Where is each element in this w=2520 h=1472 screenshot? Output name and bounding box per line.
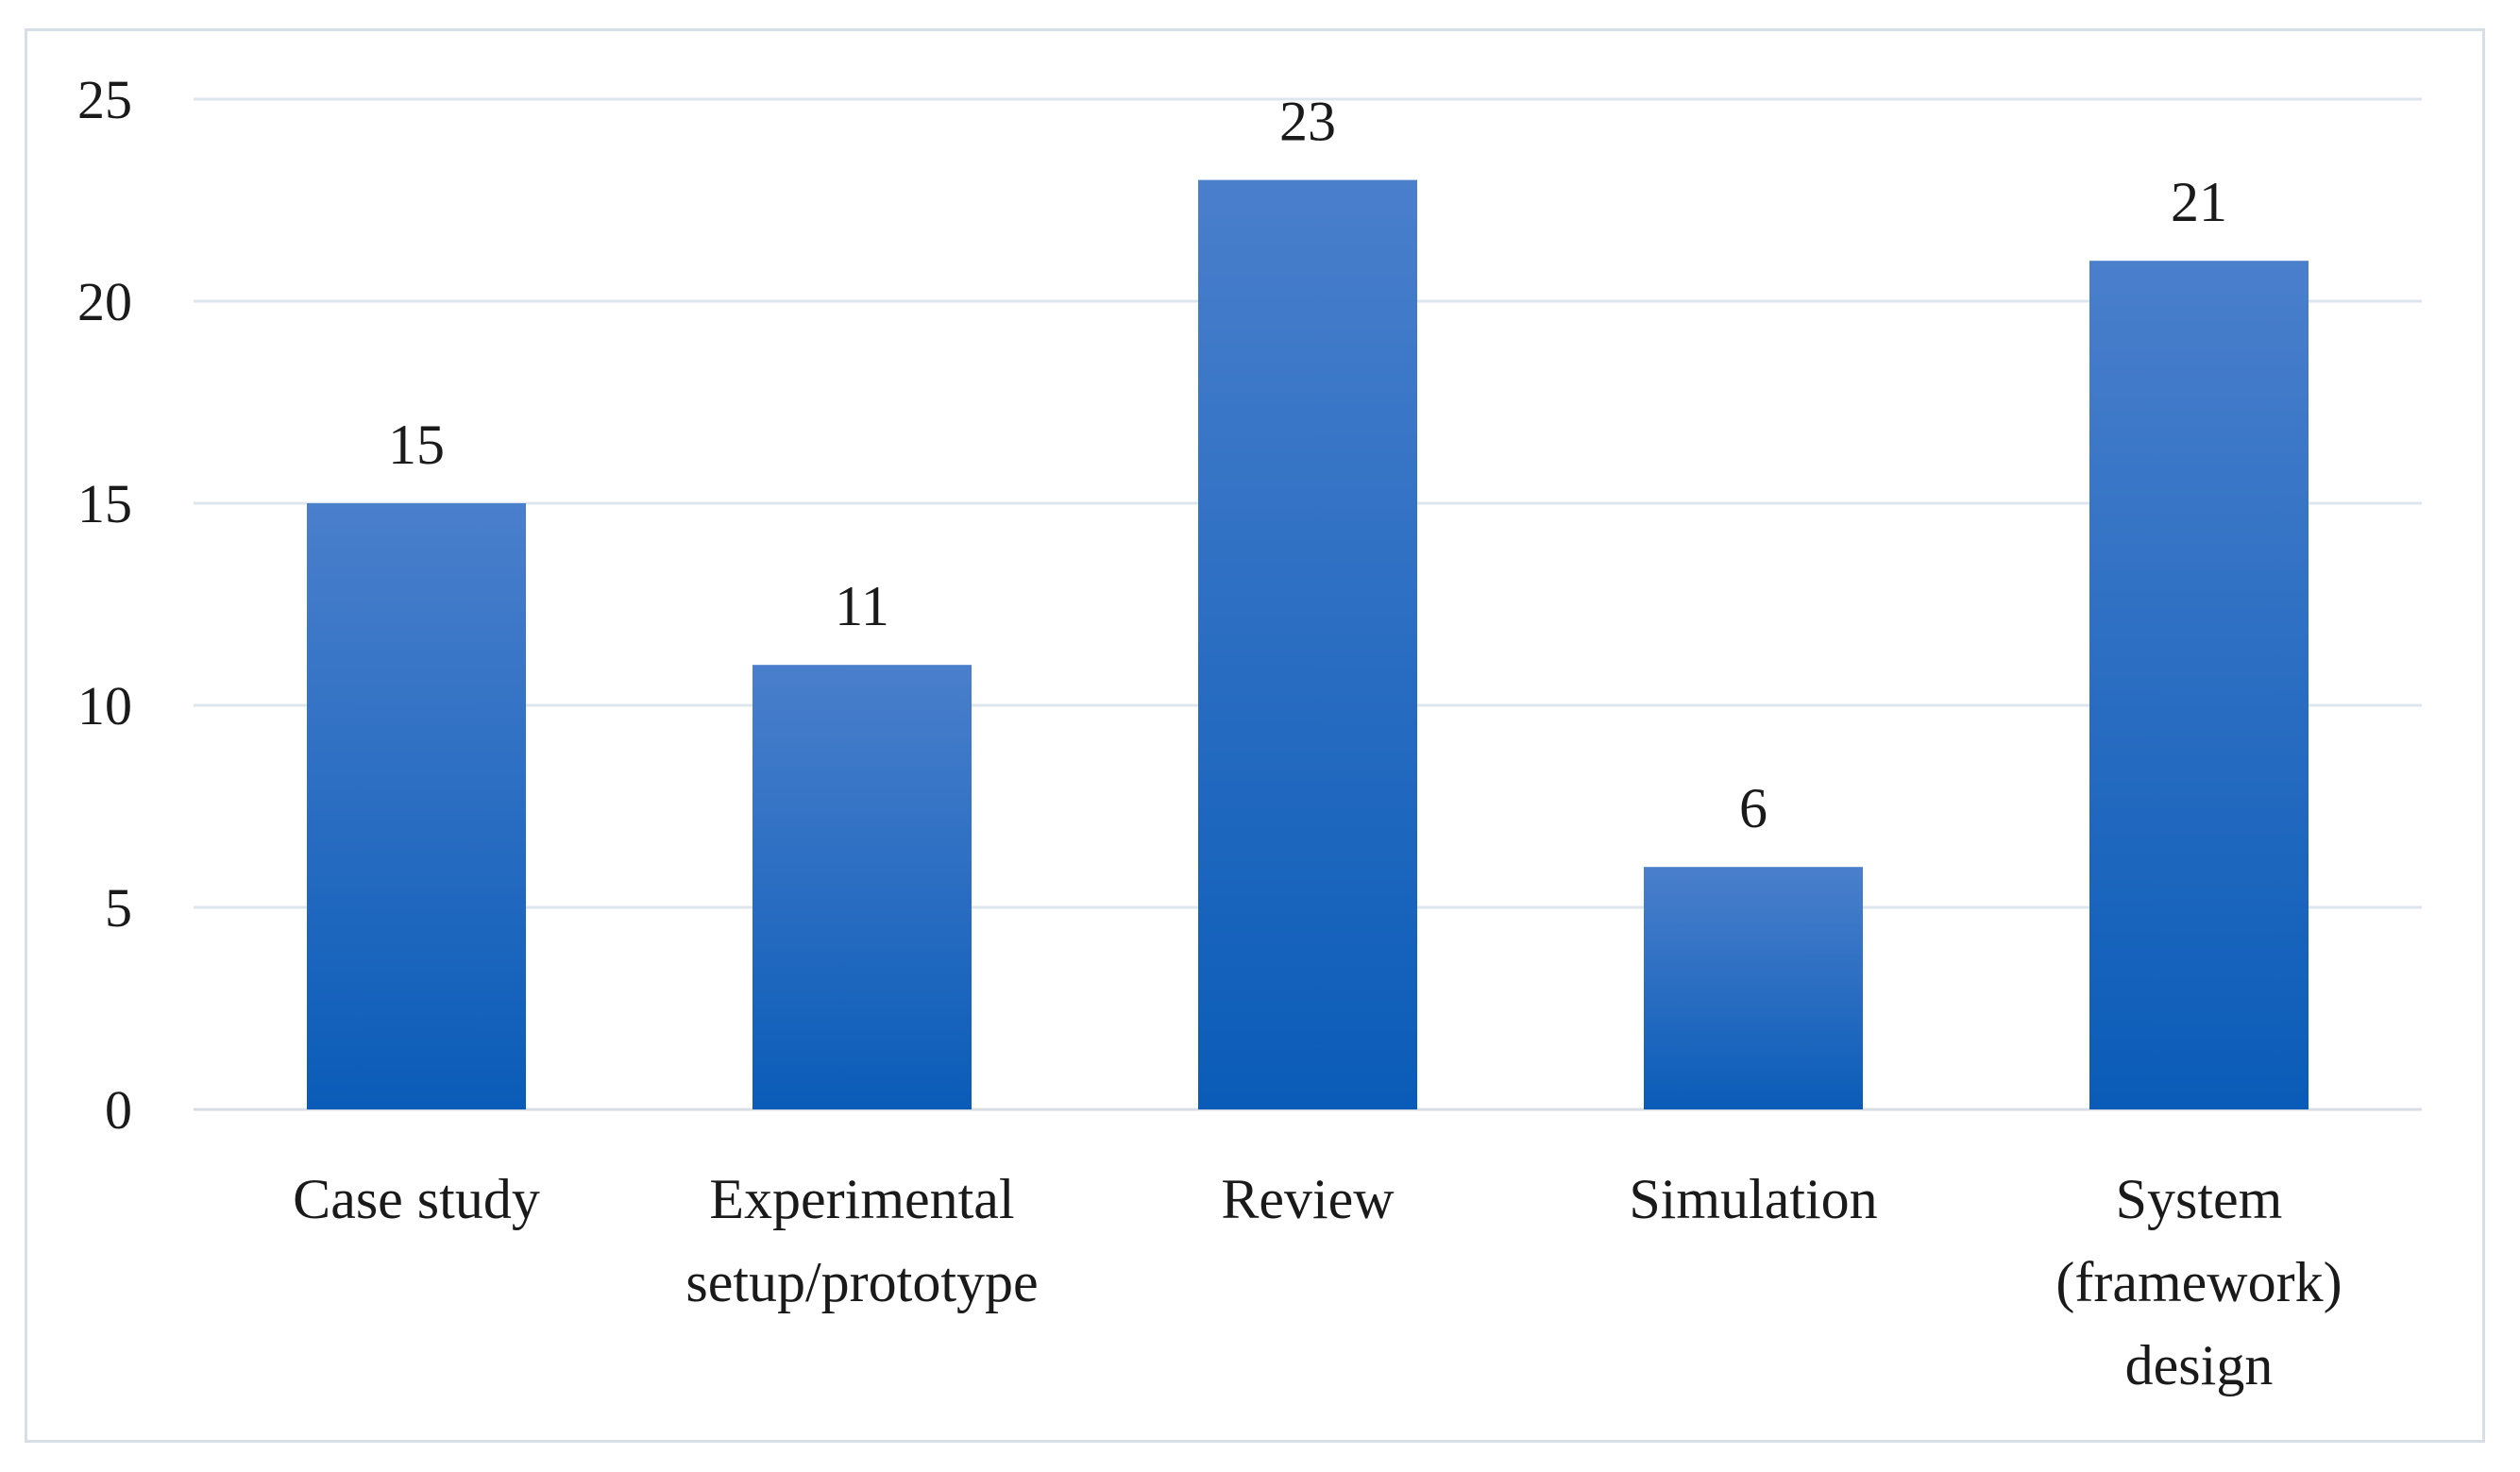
category-label-0: Case study bbox=[293, 1168, 540, 1230]
y-tick-label: 15 bbox=[77, 473, 132, 534]
category-label-3: Simulation bbox=[1629, 1168, 1877, 1230]
bar-4 bbox=[2089, 261, 2309, 1109]
category-label-2: Review bbox=[1221, 1168, 1395, 1230]
bar-3 bbox=[1644, 867, 1863, 1109]
data-label-1: 11 bbox=[835, 575, 889, 637]
y-tick-label: 20 bbox=[77, 271, 132, 332]
y-tick-label: 5 bbox=[105, 877, 132, 939]
y-axis-ticks: 0 5 10 15 20 25 bbox=[77, 69, 132, 1141]
data-label-3: 6 bbox=[1739, 777, 1767, 839]
bar-1 bbox=[753, 665, 972, 1109]
data-label-0: 15 bbox=[388, 414, 445, 476]
data-labels: 15 11 23 6 21 bbox=[388, 91, 2227, 840]
y-tick-label: 0 bbox=[105, 1079, 132, 1141]
y-tick-label: 10 bbox=[77, 675, 132, 736]
bar-2 bbox=[1198, 179, 1417, 1110]
bar-0 bbox=[307, 503, 526, 1109]
category-label-1: Experimental setup/prototype bbox=[685, 1168, 1038, 1313]
data-label-2: 23 bbox=[1279, 91, 1336, 153]
bars bbox=[307, 179, 2309, 1110]
category-labels: Case study Experimental setup/prototype Rev… bbox=[293, 1168, 2342, 1396]
y-tick-label: 25 bbox=[77, 69, 132, 130]
data-label-4: 21 bbox=[2171, 171, 2227, 233]
category-label-4: System (framework) design bbox=[2055, 1168, 2342, 1396]
